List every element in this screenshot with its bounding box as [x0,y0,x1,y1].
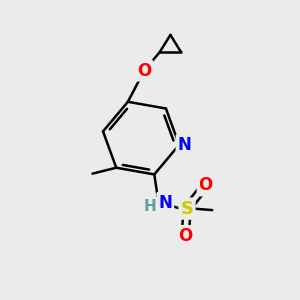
Text: N: N [158,194,172,212]
Text: O: O [137,61,151,80]
Text: H: H [144,199,157,214]
Text: S: S [181,200,194,217]
Text: O: O [199,176,213,194]
Text: O: O [178,227,193,245]
Text: N: N [178,136,191,154]
